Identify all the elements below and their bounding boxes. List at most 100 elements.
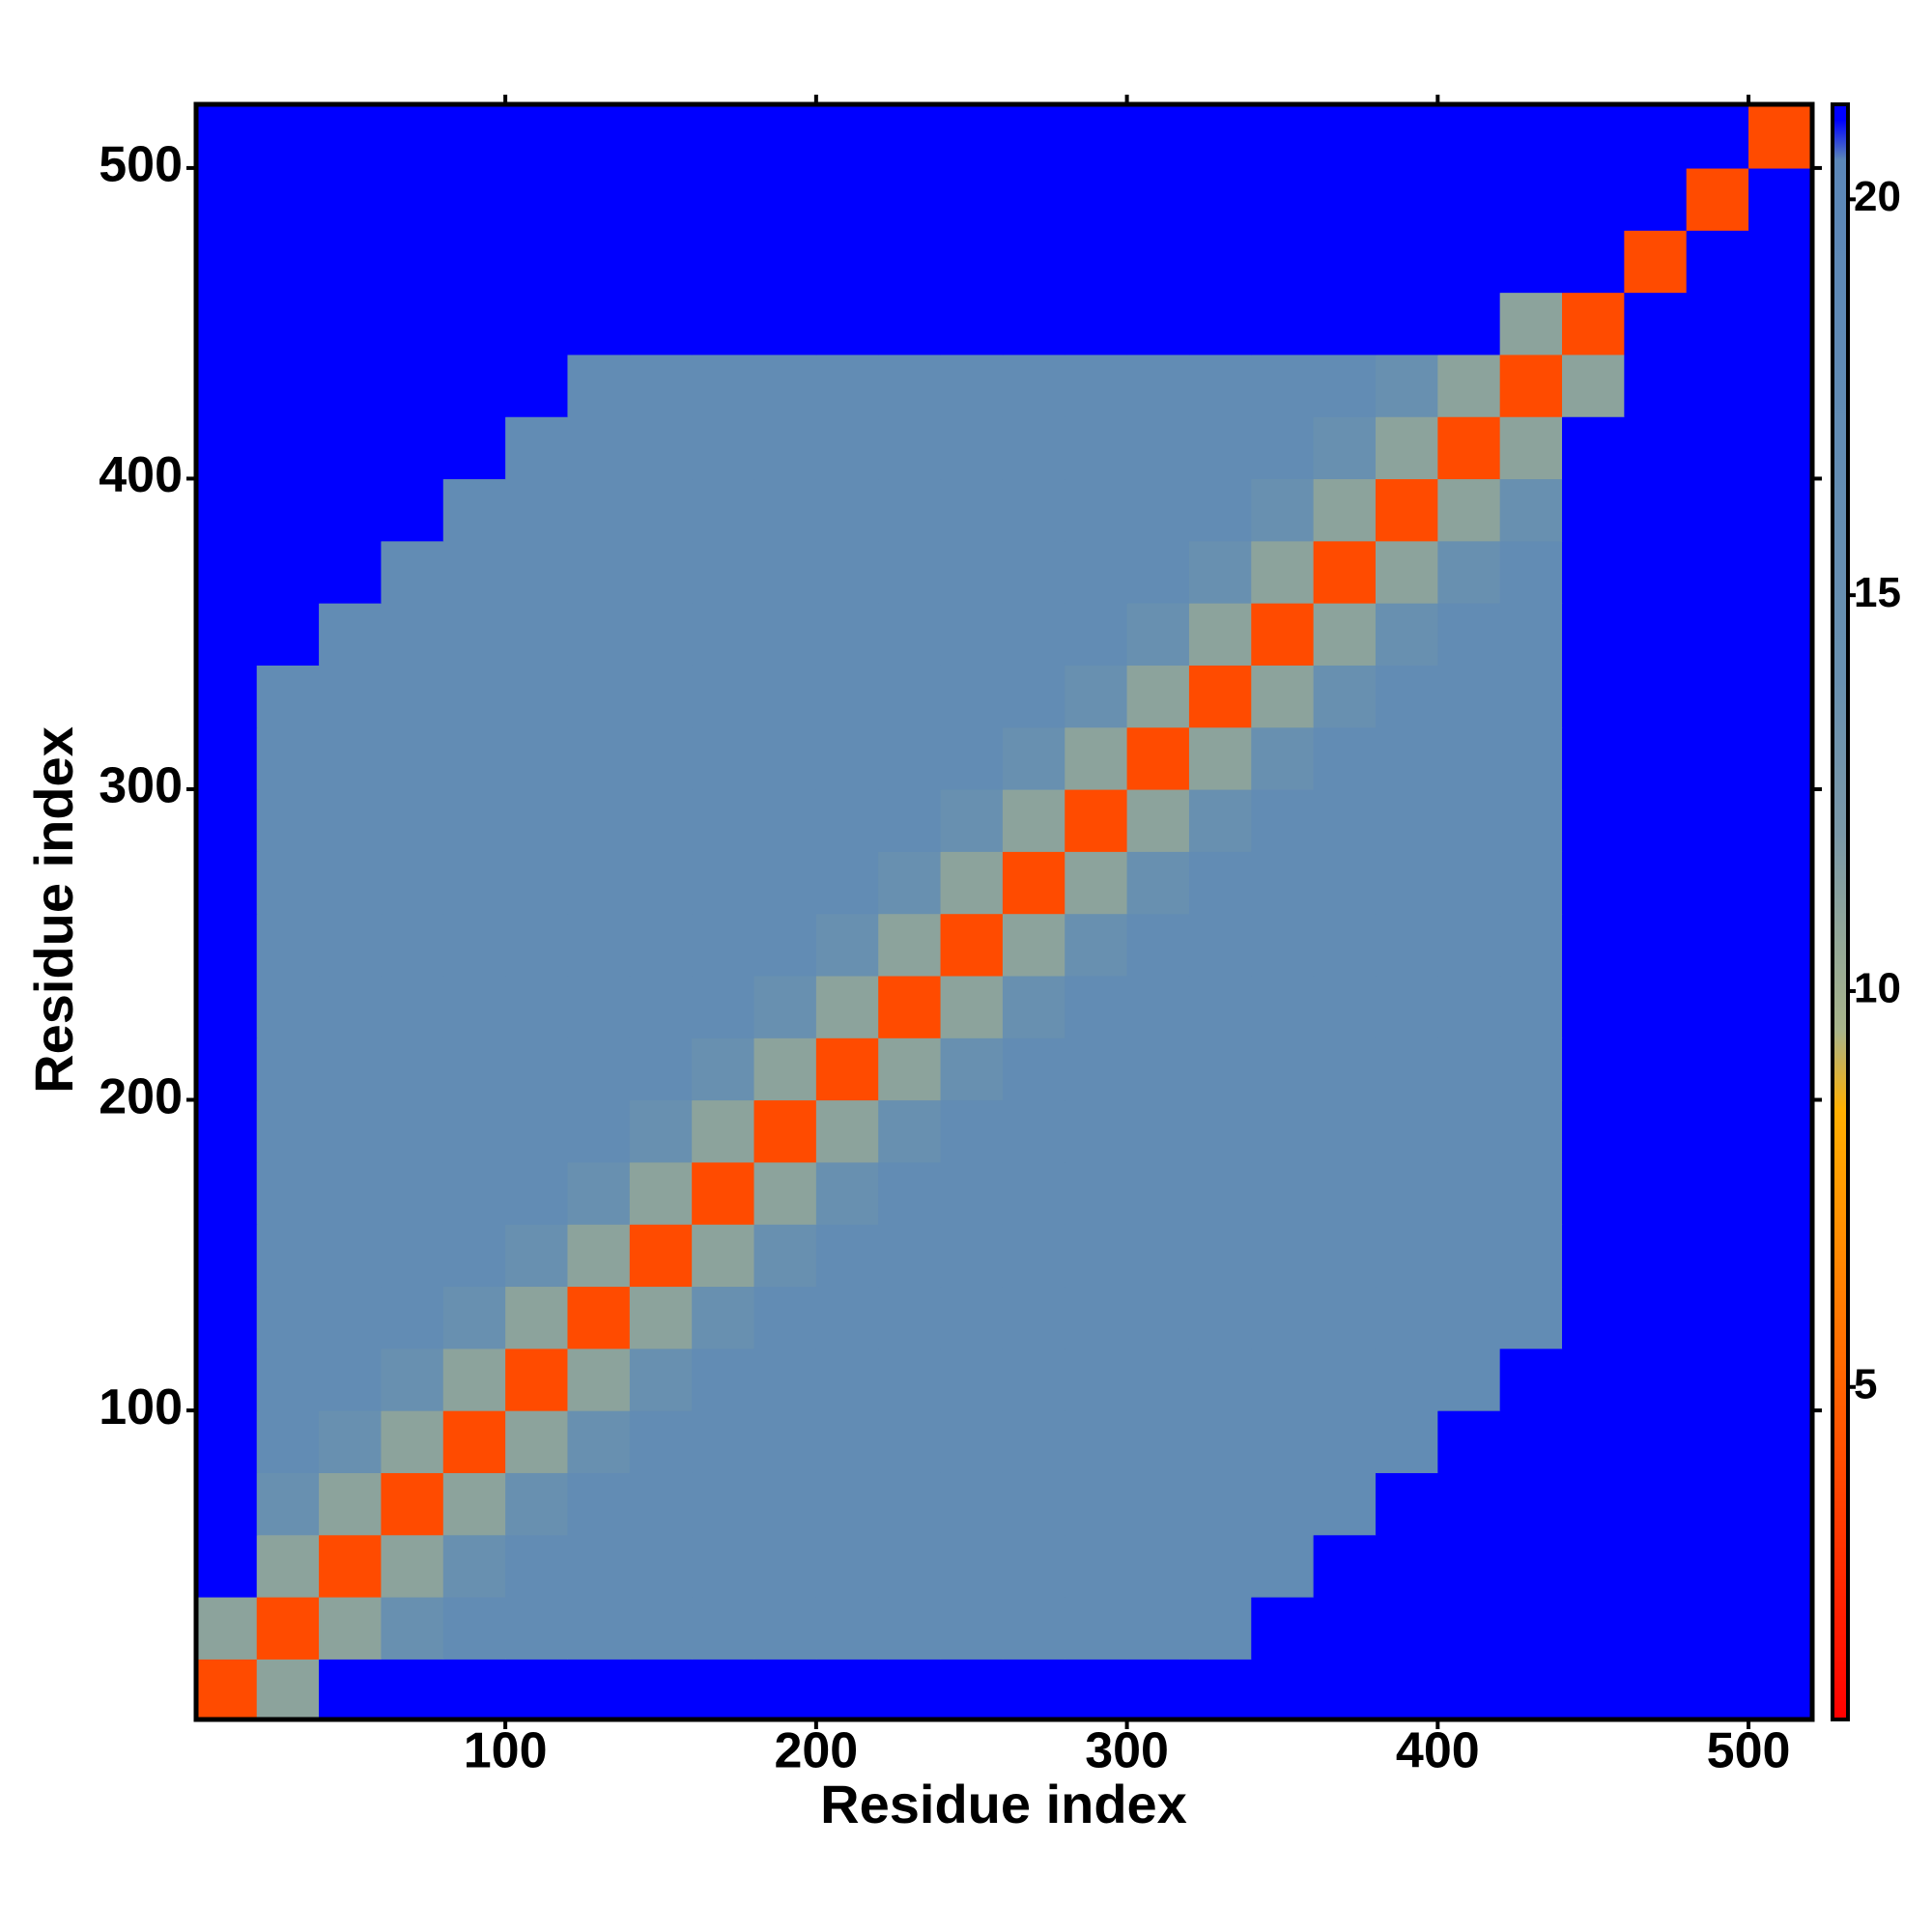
heatmap-cell xyxy=(505,230,569,294)
heatmap-cell xyxy=(1251,665,1315,728)
heatmap-cell xyxy=(692,1348,755,1411)
heatmap-cell xyxy=(381,292,444,355)
heatmap-cell xyxy=(629,1224,693,1288)
heatmap-cell xyxy=(1748,354,1811,417)
heatmap-cell xyxy=(1437,1472,1501,1536)
heatmap-cell xyxy=(1562,1099,1625,1163)
heatmap-cell xyxy=(319,851,383,915)
heatmap-cell xyxy=(1251,105,1315,169)
heatmap-cell xyxy=(196,1596,258,1660)
heatmap-cell xyxy=(1499,230,1563,294)
heatmap-cell xyxy=(815,167,879,231)
heatmap-cell xyxy=(256,851,320,915)
heatmap-cell xyxy=(1375,292,1438,355)
heatmap-cell xyxy=(1499,1534,1563,1598)
heatmap-cell xyxy=(1065,1596,1128,1660)
heatmap-cell xyxy=(1437,1596,1501,1660)
heatmap-cell xyxy=(442,230,506,294)
heatmap-cell xyxy=(319,230,383,294)
heatmap-cell xyxy=(381,1037,444,1101)
heatmap-cell xyxy=(1375,726,1438,790)
heatmap-cell xyxy=(940,851,1004,915)
heatmap-cell xyxy=(319,1596,383,1660)
heatmap-cell xyxy=(815,105,879,169)
heatmap-cell xyxy=(1375,851,1438,915)
heatmap-cell xyxy=(1188,1099,1252,1163)
heatmap-cell xyxy=(1375,1596,1438,1660)
heatmap-cell xyxy=(1499,913,1563,977)
heatmap-cell xyxy=(1313,726,1377,790)
heatmap-cell xyxy=(505,105,569,169)
heatmap-cell xyxy=(505,603,569,666)
heatmap-cell xyxy=(381,416,444,480)
heatmap-cell xyxy=(1748,1224,1811,1288)
heatmap-cell xyxy=(1624,354,1688,417)
heatmap-cell xyxy=(196,105,258,169)
heatmap-cell xyxy=(1562,1161,1625,1225)
heatmap-cell xyxy=(1188,1037,1252,1101)
heatmap-cell xyxy=(1065,603,1128,666)
heatmap-cell xyxy=(1437,540,1501,604)
heatmap-cell xyxy=(1002,788,1065,852)
heatmap-cell xyxy=(878,167,942,231)
y-tick-label: 200 xyxy=(99,1068,183,1124)
heatmap-cell xyxy=(1065,1224,1128,1288)
heatmap-cell xyxy=(1251,913,1315,977)
heatmap-cell xyxy=(1375,416,1438,480)
heatmap-cell xyxy=(1126,1659,1190,1719)
heatmap-cell xyxy=(442,1286,506,1350)
heatmap-cell xyxy=(381,975,444,1038)
heatmap-cell xyxy=(196,354,258,417)
heatmap-cell xyxy=(692,1410,755,1473)
heatmap-cell xyxy=(256,788,320,852)
heatmap-cell xyxy=(567,1410,631,1473)
heatmap-cell xyxy=(692,540,755,604)
heatmap-cell xyxy=(1126,478,1190,542)
heatmap-cell xyxy=(1065,230,1128,294)
heatmap-cell xyxy=(1251,1224,1315,1288)
heatmap-cell xyxy=(1437,1659,1501,1719)
heatmap-cell xyxy=(815,788,879,852)
heatmap-cell xyxy=(1065,975,1128,1038)
heatmap-cell xyxy=(1686,1348,1749,1411)
heatmap-cell xyxy=(1188,726,1252,790)
heatmap-cell xyxy=(567,292,631,355)
heatmap-cell xyxy=(1437,478,1501,542)
heatmap-cell xyxy=(1748,292,1811,355)
heatmap-cell xyxy=(1251,1286,1315,1350)
heatmap-cell xyxy=(1313,1099,1377,1163)
heatmap-cell xyxy=(1251,540,1315,604)
heatmap-cell xyxy=(1188,788,1252,852)
heatmap-cell xyxy=(256,105,320,169)
heatmap-cell xyxy=(1065,1410,1128,1473)
heatmap-cell xyxy=(692,665,755,728)
heatmap-cell xyxy=(815,913,879,977)
heatmap-cell xyxy=(1562,1472,1625,1536)
heatmap-cell xyxy=(442,726,506,790)
heatmap-cell xyxy=(1562,1037,1625,1101)
heatmap-cell xyxy=(1562,105,1625,169)
heatmap-cell xyxy=(1313,478,1377,542)
heatmap-cell xyxy=(753,354,817,417)
heatmap-cell xyxy=(940,726,1004,790)
heatmap-cell xyxy=(381,603,444,666)
heatmap-cell xyxy=(567,478,631,542)
heatmap-cell xyxy=(1686,1472,1749,1536)
heatmap-cell xyxy=(1437,913,1501,977)
heatmap-cell xyxy=(1748,1596,1811,1660)
heatmap-cell xyxy=(1065,354,1128,417)
heatmap-cell xyxy=(256,665,320,728)
heatmap-cell xyxy=(1126,354,1190,417)
heatmap-cell xyxy=(1375,478,1438,542)
heatmap-cell xyxy=(1499,1286,1563,1350)
heatmap-cell xyxy=(1437,292,1501,355)
heatmap-cell xyxy=(381,167,444,231)
heatmap-cell xyxy=(381,1099,444,1163)
heatmap-cell xyxy=(692,1596,755,1660)
heatmap-cell xyxy=(629,1099,693,1163)
heatmap-cell xyxy=(381,913,444,977)
heatmap-cell xyxy=(1065,1161,1128,1225)
heatmap-cell xyxy=(381,726,444,790)
heatmap-cell xyxy=(319,1534,383,1598)
heatmap-cell xyxy=(1686,1410,1749,1473)
